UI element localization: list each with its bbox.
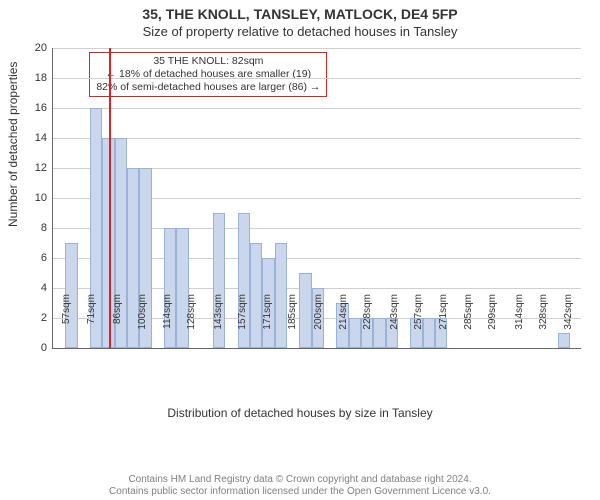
- gridline: [53, 78, 581, 79]
- x-tick: 257sqm: [413, 294, 424, 354]
- x-tick: 71sqm: [86, 294, 97, 354]
- histogram-bar: [373, 318, 385, 348]
- x-tick: 299sqm: [487, 294, 498, 354]
- y-tick: 4: [41, 282, 53, 294]
- x-tick: 128sqm: [186, 294, 197, 354]
- histogram-plot: 35 THE KNOLL: 82sqm ← 18% of detached ho…: [52, 48, 581, 349]
- y-tick: 14: [35, 132, 53, 144]
- x-tick: 157sqm: [237, 294, 248, 354]
- x-tick: 214sqm: [338, 294, 349, 354]
- gridline: [53, 138, 581, 139]
- x-tick: 243sqm: [389, 294, 400, 354]
- x-tick: 228sqm: [362, 294, 373, 354]
- marker-annotation: 35 THE KNOLL: 82sqm ← 18% of detached ho…: [89, 52, 327, 97]
- x-tick: 57sqm: [61, 294, 72, 354]
- y-tick: 8: [41, 222, 53, 234]
- histogram-bar: [250, 243, 262, 348]
- x-tick: 271sqm: [438, 294, 449, 354]
- annot-line-2: ← 18% of detached houses are smaller (19…: [96, 68, 320, 81]
- y-tick: 6: [41, 252, 53, 264]
- histogram-bar: [423, 318, 435, 348]
- y-tick: 18: [35, 72, 53, 84]
- y-tick: 12: [35, 162, 53, 174]
- x-tick: 200sqm: [313, 294, 324, 354]
- x-axis-label: Distribution of detached houses by size …: [0, 406, 600, 420]
- annot-line-3: 82% of semi-detached houses are larger (…: [96, 81, 320, 94]
- x-tick: 185sqm: [287, 294, 298, 354]
- chart-container: Number of detached properties 35 THE KNO…: [0, 44, 600, 424]
- page-title: 35, THE KNOLL, TANSLEY, MATLOCK, DE4 5FP: [0, 6, 600, 22]
- x-tick: 314sqm: [514, 294, 525, 354]
- y-tick: 0: [41, 342, 53, 354]
- y-tick: 10: [35, 192, 53, 204]
- page-subtitle: Size of property relative to detached ho…: [0, 24, 600, 39]
- marker-line: [109, 48, 111, 348]
- x-tick: 342sqm: [563, 294, 574, 354]
- gridline: [53, 108, 581, 109]
- annot-line-1: 35 THE KNOLL: 82sqm: [96, 55, 320, 68]
- y-axis-label: Number of detached properties: [6, 62, 20, 227]
- x-tick: 328sqm: [538, 294, 549, 354]
- x-tick: 143sqm: [213, 294, 224, 354]
- x-tick: 86sqm: [112, 294, 123, 354]
- gridline: [53, 48, 581, 49]
- footer-attribution: Contains HM Land Registry data © Crown c…: [0, 474, 600, 498]
- y-tick: 16: [35, 102, 53, 114]
- x-tick: 285sqm: [463, 294, 474, 354]
- histogram-bar: [299, 273, 311, 348]
- x-tick: 171sqm: [262, 294, 273, 354]
- y-tick: 20: [35, 42, 53, 54]
- x-tick: 100sqm: [137, 294, 148, 354]
- x-tick: 114sqm: [162, 294, 173, 354]
- histogram-bar: [349, 318, 361, 348]
- footer-line-2: Contains public sector information licen…: [0, 486, 600, 498]
- y-tick: 2: [41, 312, 53, 324]
- histogram-bar: [275, 243, 287, 348]
- footer-line-1: Contains HM Land Registry data © Crown c…: [0, 474, 600, 486]
